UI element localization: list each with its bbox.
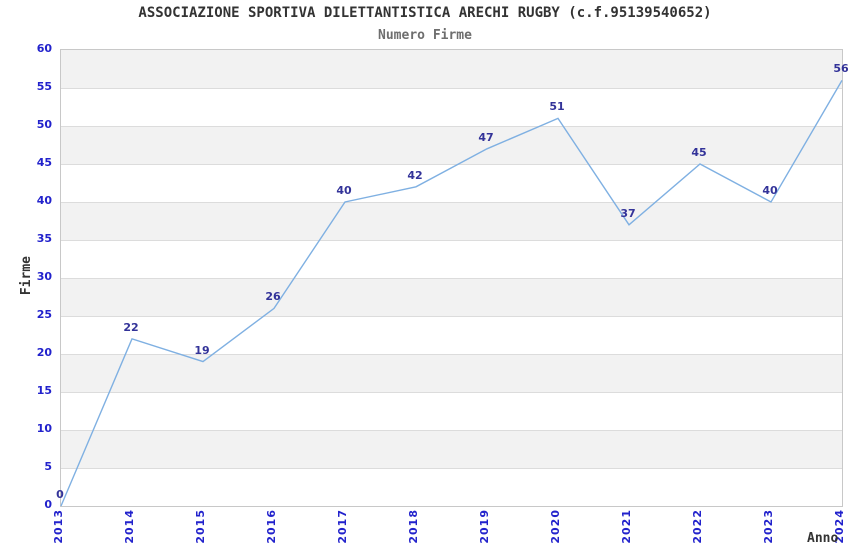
data-label: 40 bbox=[336, 184, 352, 197]
data-label: 40 bbox=[762, 184, 778, 197]
y-tick-label: 20 bbox=[36, 346, 52, 359]
y-tick-label: 40 bbox=[36, 194, 52, 207]
x-tick-label: 2019 bbox=[478, 509, 491, 544]
plot-band bbox=[61, 316, 842, 354]
x-tick-label: 2023 bbox=[762, 509, 775, 544]
y-tick-label: 35 bbox=[36, 232, 52, 245]
plot-band bbox=[61, 392, 842, 430]
plot-band bbox=[61, 126, 842, 164]
data-label: 26 bbox=[265, 290, 281, 304]
y-tick-label: 30 bbox=[36, 270, 52, 283]
data-label: 37 bbox=[620, 206, 636, 220]
gridline bbox=[61, 316, 842, 317]
x-tick-label: 2021 bbox=[620, 509, 633, 544]
gridline bbox=[61, 354, 842, 355]
x-tick-label: 2017 bbox=[336, 509, 349, 544]
x-tick-label: 2018 bbox=[407, 509, 420, 544]
y-tick-label: 25 bbox=[36, 308, 52, 321]
gridline bbox=[61, 392, 842, 393]
data-label: 0 bbox=[56, 488, 64, 501]
y-tick-label: 60 bbox=[36, 42, 52, 55]
data-label: 42 bbox=[407, 168, 423, 182]
plot-band bbox=[61, 278, 842, 316]
plot-band bbox=[61, 468, 842, 506]
x-axis-title: Anno bbox=[807, 531, 839, 546]
x-tick-label: 2014 bbox=[123, 509, 136, 544]
y-tick-label: 0 bbox=[44, 498, 52, 511]
series-line bbox=[60, 80, 843, 507]
plot-band bbox=[61, 88, 842, 126]
x-tick-label: 2022 bbox=[691, 509, 704, 544]
data-label: 56 bbox=[833, 62, 849, 76]
gridline bbox=[61, 468, 842, 469]
x-tick-label: 2015 bbox=[194, 509, 207, 544]
data-label: 47 bbox=[478, 130, 494, 144]
plot-band bbox=[61, 50, 842, 88]
gridline bbox=[61, 164, 842, 165]
gridline bbox=[61, 240, 842, 241]
chart-title: ASSOCIAZIONE SPORTIVA DILETTANTISTICA AR… bbox=[138, 5, 712, 21]
x-tick-label: 2020 bbox=[549, 509, 562, 544]
chart-subtitle: Numero Firme bbox=[378, 28, 472, 43]
data-label: 51 bbox=[549, 100, 565, 114]
gridline bbox=[61, 88, 842, 89]
y-tick-label: 55 bbox=[36, 80, 52, 93]
series-line-svg bbox=[60, 80, 843, 507]
data-label: 22 bbox=[123, 320, 139, 334]
gridline bbox=[61, 202, 842, 203]
data-label: 19 bbox=[194, 343, 210, 357]
gridline bbox=[61, 278, 842, 279]
gridline bbox=[61, 430, 842, 431]
y-tick-label: 50 bbox=[36, 118, 52, 131]
y-tick-label: 5 bbox=[44, 460, 52, 473]
plot-band bbox=[61, 240, 842, 278]
gridline bbox=[61, 126, 842, 127]
plot-band bbox=[61, 202, 842, 240]
plot-band bbox=[61, 430, 842, 468]
y-tick-label: 15 bbox=[36, 384, 52, 397]
y-tick-label: 10 bbox=[36, 422, 52, 435]
data-label: 45 bbox=[691, 146, 707, 159]
y-tick-label: 45 bbox=[36, 156, 52, 169]
plot-area bbox=[60, 49, 843, 507]
plot-band bbox=[61, 354, 842, 392]
x-tick-label: 2016 bbox=[265, 509, 278, 544]
x-tick-label: 2013 bbox=[52, 509, 65, 544]
